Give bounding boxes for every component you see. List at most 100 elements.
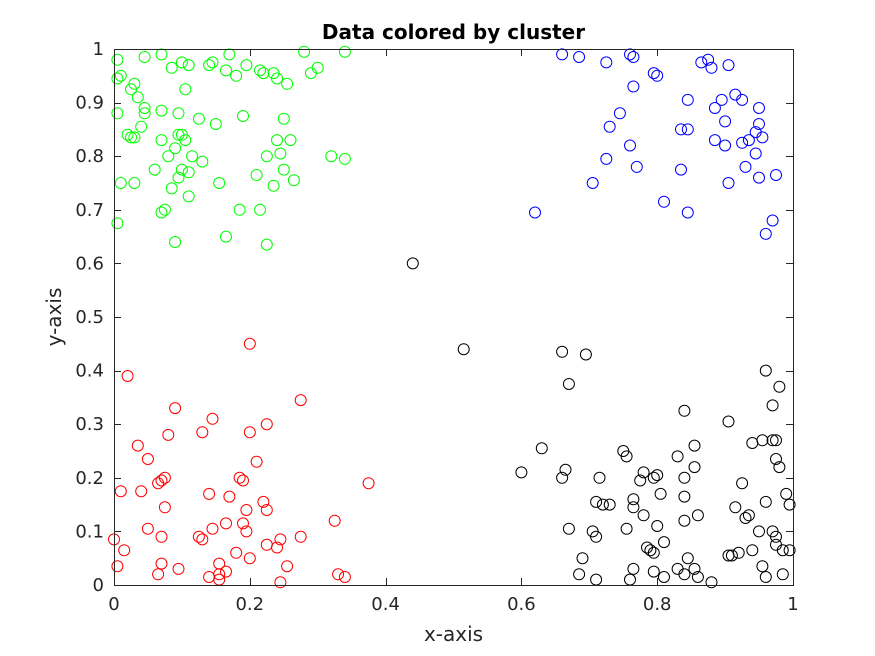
data-points-layer	[108, 45, 796, 589]
data-point	[556, 471, 569, 484]
x-tick-label: 1	[787, 594, 798, 615]
data-point	[165, 182, 178, 195]
data-point	[125, 131, 137, 144]
data-point	[624, 139, 636, 152]
data-point	[753, 118, 765, 130]
data-point	[695, 56, 708, 69]
data-point	[192, 112, 205, 125]
data-point	[675, 163, 687, 176]
data-point	[773, 461, 786, 474]
data-point	[213, 177, 226, 189]
data-point	[590, 495, 603, 508]
data-point	[719, 139, 732, 152]
data-point	[678, 514, 691, 527]
data-point	[203, 487, 216, 500]
data-point	[182, 59, 195, 72]
data-point	[274, 533, 287, 546]
data-point	[213, 568, 226, 581]
data-point	[651, 69, 664, 82]
data-point	[158, 203, 171, 216]
data-point	[155, 48, 168, 61]
data-point	[121, 128, 134, 141]
data-point	[281, 560, 294, 573]
series-1	[529, 48, 782, 240]
data-point	[573, 51, 586, 63]
data-point	[742, 134, 755, 147]
data-point	[182, 166, 195, 179]
data-point	[756, 560, 769, 573]
data-point	[766, 434, 779, 447]
data-point	[736, 136, 749, 149]
data-point	[328, 514, 341, 527]
data-point	[362, 477, 375, 490]
data-point	[770, 453, 782, 465]
data-point	[715, 93, 728, 106]
data-point	[114, 69, 127, 82]
data-point	[627, 501, 640, 514]
data-point	[155, 134, 168, 147]
data-point	[630, 160, 643, 173]
data-point	[634, 474, 647, 487]
data-point	[627, 493, 640, 506]
data-point	[766, 214, 779, 227]
data-point	[627, 80, 640, 93]
data-point	[267, 179, 280, 192]
y-tick-label: 0.3	[75, 414, 104, 435]
data-point	[722, 59, 735, 72]
data-point	[254, 203, 266, 216]
data-point	[647, 565, 660, 578]
data-point	[620, 522, 633, 535]
data-point	[749, 147, 762, 160]
x-tick-label: 0	[108, 594, 119, 615]
data-point	[603, 120, 616, 133]
data-point	[111, 217, 124, 230]
data-point	[637, 509, 650, 522]
data-point	[756, 434, 769, 447]
data-point	[206, 522, 219, 535]
data-point	[688, 461, 701, 474]
data-point	[179, 134, 192, 147]
y-tick-label: 0.1	[75, 521, 104, 542]
data-point	[274, 576, 287, 589]
data-point	[240, 504, 253, 516]
data-point	[759, 495, 772, 508]
data-point	[165, 61, 178, 74]
data-point	[152, 568, 165, 581]
chart-title: Data colored by cluster	[322, 20, 585, 44]
data-point	[250, 455, 263, 468]
data-point	[114, 485, 127, 498]
data-point	[644, 544, 657, 557]
data-point	[271, 541, 283, 554]
data-point	[271, 134, 283, 147]
data-point	[457, 343, 470, 356]
data-point	[535, 442, 548, 455]
data-point	[287, 174, 300, 187]
data-point	[681, 552, 694, 565]
data-point	[742, 509, 755, 522]
data-point	[284, 134, 297, 147]
data-point	[111, 72, 124, 85]
data-point	[579, 348, 592, 361]
data-point	[111, 107, 124, 120]
y-tick-label: 0.8	[75, 146, 104, 167]
data-point	[746, 544, 759, 557]
data-point	[175, 163, 188, 176]
data-point	[647, 67, 660, 80]
data-point	[128, 131, 141, 144]
data-point	[128, 177, 141, 189]
data-point	[114, 177, 127, 189]
data-point	[135, 120, 148, 133]
data-point	[271, 72, 283, 85]
data-point	[756, 131, 769, 144]
x-tick-label: 0.2	[235, 594, 264, 615]
data-point	[172, 562, 185, 575]
data-point	[732, 546, 745, 559]
data-point	[182, 190, 195, 203]
data-point	[651, 469, 664, 482]
data-point	[647, 471, 660, 484]
x-tick-label: 0.4	[371, 594, 400, 615]
data-point	[298, 45, 311, 58]
data-point	[708, 134, 721, 147]
data-point	[603, 498, 616, 511]
